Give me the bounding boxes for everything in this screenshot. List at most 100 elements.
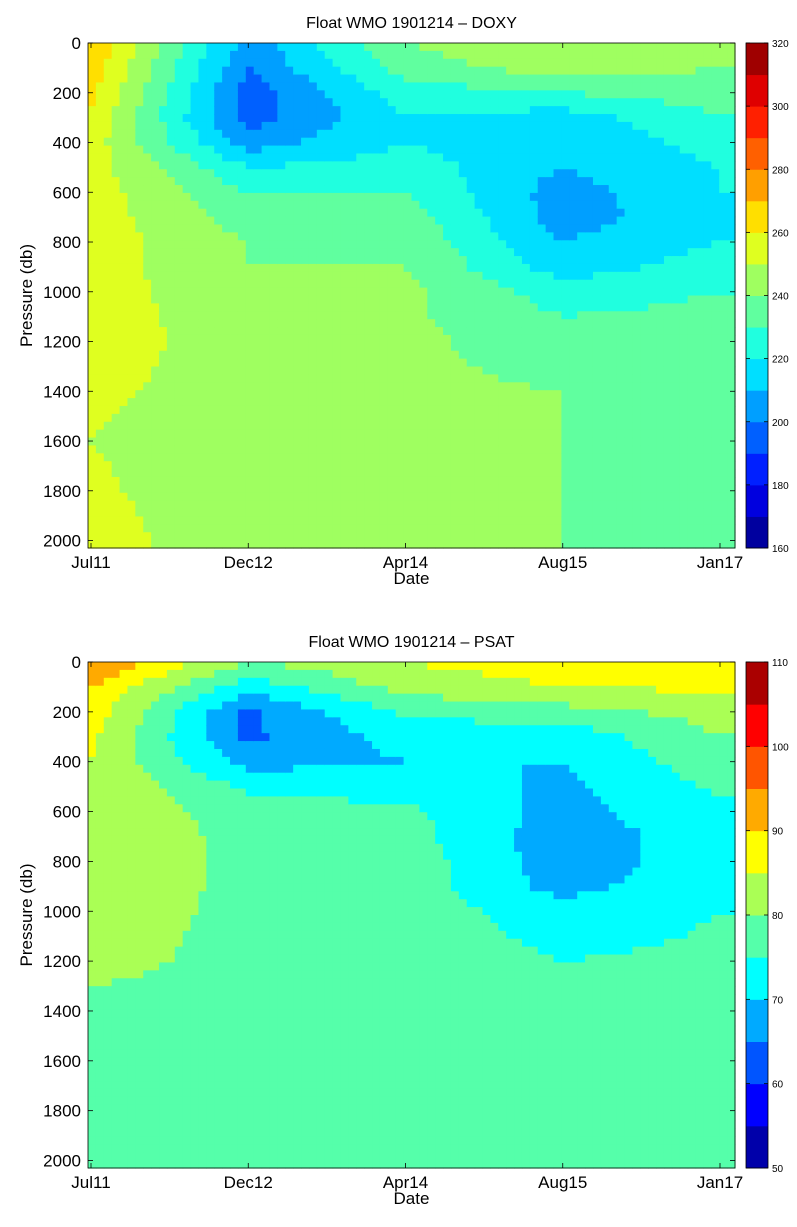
heatmap-cell <box>237 137 247 147</box>
heatmap-cell <box>174 366 184 376</box>
heatmap-cell <box>372 319 381 328</box>
heatmap-cell <box>474 469 484 478</box>
heatmap-cell <box>277 350 286 360</box>
heatmap-cell <box>135 398 144 407</box>
heatmap-cell <box>103 500 113 510</box>
heatmap-cell <box>95 421 105 431</box>
heatmap-cell <box>569 263 578 273</box>
heatmap-cell <box>435 137 444 147</box>
heatmap-cell <box>237 90 247 99</box>
heatmap-cell <box>561 303 570 312</box>
heatmap-cell <box>198 129 207 139</box>
heatmap-cell <box>214 295 223 304</box>
heatmap-cell <box>379 145 389 155</box>
heatmap-cell <box>498 366 507 376</box>
heatmap-cell <box>198 532 207 541</box>
heatmap-cell <box>364 121 373 131</box>
heatmap-cell <box>316 421 326 431</box>
heatmap-cell <box>348 492 357 502</box>
heatmap-cell <box>379 279 389 289</box>
heatmap-cell <box>663 476 673 486</box>
heatmap-cell <box>411 145 420 155</box>
heatmap-cell <box>435 319 444 328</box>
heatmap-cell <box>324 161 334 170</box>
heatmap-cell <box>450 469 460 478</box>
heatmap-cell <box>403 153 413 162</box>
heatmap-cell <box>95 532 105 541</box>
heatmap-cell <box>277 516 286 525</box>
heatmap-cell <box>143 153 152 162</box>
heatmap-cell <box>214 413 223 423</box>
heatmap-cell <box>435 256 444 265</box>
heatmap-cell <box>379 200 389 210</box>
heatmap-cell <box>427 484 436 494</box>
heatmap-cell <box>151 256 160 265</box>
heatmap-cell <box>301 98 310 107</box>
heatmap-cell <box>458 484 468 494</box>
heatmap-cell <box>671 476 681 486</box>
heatmap-cell <box>466 476 476 486</box>
heatmap-cell <box>592 90 602 99</box>
heatmap-cell <box>585 311 594 320</box>
heatmap-cell <box>245 232 255 241</box>
heatmap-cell <box>151 350 160 360</box>
heatmap-cell <box>474 256 484 265</box>
heatmap-cell <box>88 413 97 423</box>
heatmap-cell <box>159 358 168 368</box>
heatmap-cell <box>119 216 129 226</box>
heatmap-cell <box>214 271 223 281</box>
heatmap-cell <box>190 263 200 273</box>
heatmap-cell <box>222 390 231 399</box>
heatmap-cell <box>214 114 223 123</box>
heatmap-cell <box>135 279 144 289</box>
heatmap-cell <box>443 342 452 352</box>
heatmap-cell <box>340 240 349 249</box>
heatmap-cell <box>111 303 121 312</box>
heatmap-cell <box>277 106 286 115</box>
heatmap-cell <box>490 256 499 265</box>
heatmap-cell <box>127 153 136 162</box>
heatmap-cell <box>545 90 555 99</box>
heatmap-cell <box>127 492 136 502</box>
heatmap-cell <box>332 216 342 226</box>
heatmap-cell <box>656 177 665 186</box>
heatmap-cell <box>379 43 389 52</box>
heatmap-cell <box>230 413 239 423</box>
heatmap-cell <box>143 74 152 84</box>
heatmap-cell <box>88 279 97 289</box>
heatmap-cell <box>474 98 484 107</box>
heatmap-cell <box>498 358 507 368</box>
heatmap-cell <box>427 334 436 344</box>
heatmap-cell <box>277 476 286 486</box>
heatmap-cell <box>387 453 397 462</box>
heatmap-cell <box>679 516 689 525</box>
heatmap-cell <box>482 429 491 439</box>
heatmap-cell <box>253 319 263 328</box>
heatmap-cell <box>340 453 349 462</box>
heatmap-cell <box>316 232 326 241</box>
heatmap-cell <box>632 271 641 281</box>
heatmap-cell <box>237 98 247 107</box>
heatmap-cell <box>190 366 200 376</box>
heatmap-cell <box>119 145 129 155</box>
heatmap-cell <box>198 342 207 352</box>
heatmap-cell <box>466 516 476 525</box>
heatmap-cell <box>135 114 144 123</box>
heatmap-cell <box>435 185 444 194</box>
heatmap-cell <box>206 121 215 131</box>
heatmap-cell <box>190 82 200 91</box>
heatmap-cell <box>198 374 207 383</box>
heatmap-cell <box>443 461 452 470</box>
heatmap-cell <box>600 43 610 52</box>
heatmap-cell <box>656 358 665 368</box>
heatmap-cell <box>553 248 563 257</box>
heatmap-cell <box>119 114 129 123</box>
heatmap-cell <box>206 216 215 226</box>
heatmap-cell <box>663 208 673 218</box>
heatmap-cell <box>103 279 113 289</box>
heatmap-cell <box>561 287 570 297</box>
heatmap-cell <box>182 390 192 399</box>
heatmap-cell <box>348 366 357 376</box>
heatmap-cell <box>553 350 563 360</box>
heatmap-cell <box>529 129 539 139</box>
